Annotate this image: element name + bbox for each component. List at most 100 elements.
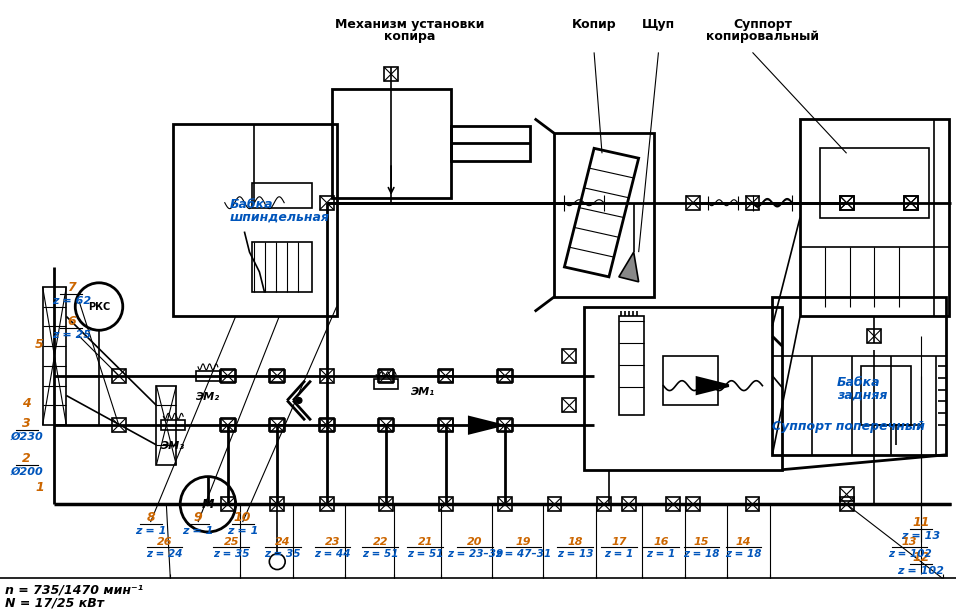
- Text: 1: 1: [36, 481, 44, 494]
- Bar: [112, 369, 125, 382]
- Bar: [253, 183, 312, 208]
- Bar: [555, 133, 653, 297]
- Bar: [746, 196, 759, 210]
- Bar: [438, 419, 454, 425]
- Text: 23: 23: [325, 537, 341, 547]
- Text: Суппорт поперечный: Суппорт поперечный: [772, 420, 925, 433]
- Text: z = 51: z = 51: [407, 549, 444, 559]
- Text: z = 51: z = 51: [362, 549, 399, 559]
- Text: ЭМ₁: ЭМ₁: [411, 387, 435, 397]
- Text: 12: 12: [912, 551, 929, 563]
- Bar: [318, 425, 335, 431]
- Text: z = 1: z = 1: [604, 549, 634, 559]
- Text: z = 23–39: z = 23–39: [447, 549, 503, 559]
- Bar: [498, 419, 511, 432]
- Bar: [379, 369, 393, 382]
- Bar: [42, 287, 67, 425]
- Text: 15: 15: [694, 537, 709, 547]
- Bar: [621, 497, 636, 511]
- Bar: [112, 419, 125, 432]
- Text: z = 24: z = 24: [146, 549, 182, 559]
- Bar: [270, 419, 284, 432]
- Bar: [686, 196, 700, 210]
- Bar: [800, 119, 949, 316]
- Bar: [563, 398, 576, 412]
- Text: 26: 26: [156, 537, 172, 547]
- Bar: [497, 419, 513, 425]
- Bar: [840, 196, 853, 210]
- Text: z = 62: z = 62: [52, 296, 91, 306]
- Text: 18: 18: [567, 537, 583, 547]
- Bar: [220, 376, 235, 382]
- Text: ЭМ₂: ЭМ₂: [196, 392, 220, 401]
- Bar: [384, 67, 398, 81]
- Bar: [374, 379, 398, 389]
- Bar: [319, 369, 334, 382]
- Bar: [619, 316, 644, 415]
- Bar: [269, 425, 286, 431]
- Bar: [439, 419, 453, 432]
- Bar: [156, 386, 177, 465]
- Bar: [840, 196, 853, 210]
- Circle shape: [296, 398, 302, 403]
- Text: 25: 25: [224, 537, 239, 547]
- Text: 8: 8: [147, 511, 155, 524]
- Bar: [663, 356, 718, 406]
- Bar: [498, 369, 511, 382]
- Text: 13: 13: [902, 537, 918, 547]
- Bar: [174, 123, 337, 316]
- Bar: [547, 497, 562, 511]
- Text: 21: 21: [418, 537, 433, 547]
- Bar: [378, 370, 394, 376]
- Text: 14: 14: [735, 537, 751, 547]
- Text: z = 1: z = 1: [135, 526, 167, 536]
- Bar: [220, 419, 235, 425]
- Text: N = 17/25 кВт: N = 17/25 кВт: [5, 596, 104, 609]
- Text: z = 25: z = 25: [52, 331, 91, 340]
- Bar: [667, 497, 680, 511]
- Text: z = 1: z = 1: [227, 526, 259, 536]
- Bar: [438, 370, 454, 376]
- Text: z = 1: z = 1: [182, 526, 213, 536]
- Text: z = 44: z = 44: [315, 549, 350, 559]
- Text: z = 18: z = 18: [683, 549, 720, 559]
- Bar: [451, 126, 530, 161]
- Bar: [686, 497, 700, 511]
- Bar: [497, 425, 513, 431]
- Bar: [904, 196, 918, 210]
- Text: 2: 2: [22, 452, 31, 465]
- Bar: [269, 370, 286, 376]
- Text: копировальный: копировальный: [706, 30, 819, 43]
- Bar: [318, 419, 335, 425]
- Text: копира: копира: [384, 30, 435, 43]
- Text: Механизм установки: Механизм установки: [335, 18, 484, 31]
- Text: z = 18: z = 18: [725, 549, 761, 559]
- Bar: [584, 307, 783, 470]
- Bar: [563, 349, 576, 363]
- Text: Щуп: Щуп: [642, 18, 675, 31]
- Bar: [862, 366, 911, 425]
- Bar: [332, 89, 451, 198]
- Bar: [196, 371, 220, 381]
- Bar: [319, 196, 334, 210]
- Text: 16: 16: [653, 537, 669, 547]
- Bar: [269, 376, 286, 382]
- Bar: [379, 419, 393, 432]
- Text: z = 102: z = 102: [888, 549, 931, 559]
- Bar: [270, 497, 284, 511]
- Text: z = 35: z = 35: [264, 549, 301, 559]
- Text: Суппорт: Суппорт: [733, 18, 792, 31]
- Bar: [378, 425, 394, 431]
- Polygon shape: [697, 378, 729, 393]
- Text: z = 102: z = 102: [897, 566, 945, 576]
- Text: n = 735/1470 мин⁻¹: n = 735/1470 мин⁻¹: [5, 584, 143, 596]
- Text: 19: 19: [516, 537, 532, 547]
- Text: 24: 24: [275, 537, 290, 547]
- Bar: [904, 196, 918, 210]
- Text: Копир: Копир: [572, 18, 617, 31]
- Text: 10: 10: [234, 511, 252, 524]
- Polygon shape: [469, 417, 501, 433]
- Bar: [840, 497, 853, 511]
- Text: 20: 20: [467, 537, 482, 547]
- Text: Ø230: Ø230: [11, 432, 43, 442]
